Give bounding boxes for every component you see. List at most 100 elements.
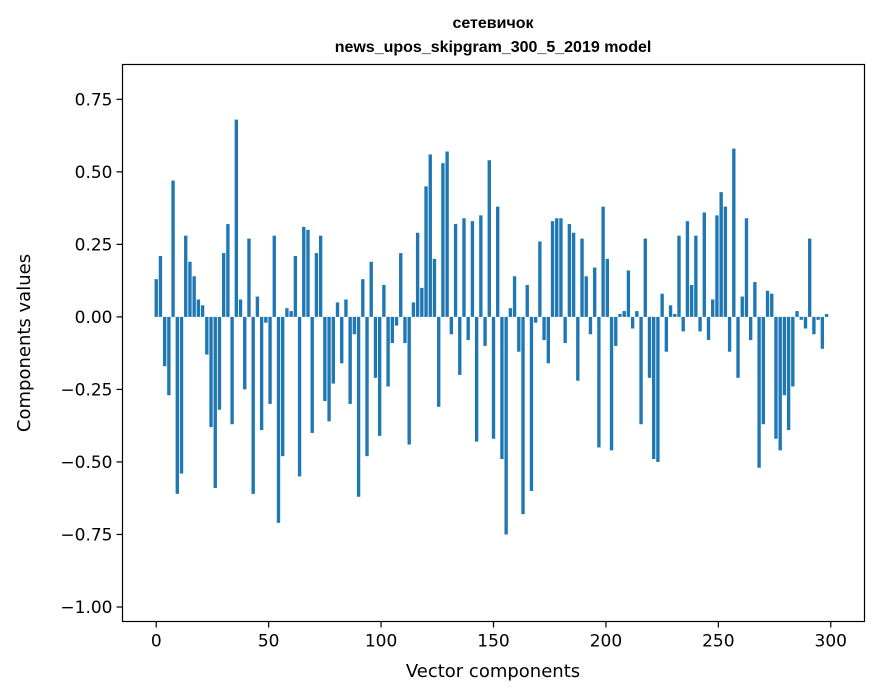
bar xyxy=(782,316,787,396)
bar xyxy=(719,192,723,317)
bar xyxy=(382,284,386,317)
bar xyxy=(732,148,736,317)
bar xyxy=(626,270,631,317)
bar xyxy=(318,235,323,317)
bar xyxy=(803,316,808,329)
bar xyxy=(200,305,205,317)
bar xyxy=(588,316,593,335)
bar xyxy=(222,253,226,317)
bar xyxy=(356,316,361,497)
bar xyxy=(774,316,778,439)
bar xyxy=(209,316,213,428)
bar xyxy=(770,293,774,317)
bar xyxy=(259,316,264,431)
bar xyxy=(715,215,719,317)
bar xyxy=(736,316,740,378)
bar xyxy=(525,284,529,317)
bar xyxy=(213,316,217,489)
bar xyxy=(630,316,635,329)
x-tick-label: 0 xyxy=(151,632,162,652)
bar xyxy=(546,316,550,364)
bar xyxy=(487,160,491,317)
bar xyxy=(580,238,584,317)
bar xyxy=(508,308,513,317)
bar xyxy=(297,316,302,477)
bar xyxy=(251,316,255,494)
bar xyxy=(424,186,428,317)
bar xyxy=(559,218,563,317)
bar xyxy=(812,316,816,335)
bar xyxy=(243,316,247,390)
bar xyxy=(276,316,281,523)
bar xyxy=(555,218,559,317)
bar xyxy=(306,229,310,317)
bar xyxy=(808,238,812,317)
bar xyxy=(272,235,276,317)
bar xyxy=(192,276,196,317)
bar xyxy=(167,316,171,396)
bar xyxy=(289,311,293,317)
bar xyxy=(483,316,487,346)
bar xyxy=(281,316,285,457)
bar xyxy=(791,316,795,387)
bar xyxy=(694,235,698,317)
bar xyxy=(154,279,158,317)
bar xyxy=(706,316,711,341)
bar xyxy=(415,232,420,317)
bar xyxy=(529,316,534,491)
y-tick-label: −0.75 xyxy=(60,525,112,545)
bar xyxy=(533,316,538,323)
bar xyxy=(411,302,416,317)
bar xyxy=(348,316,352,404)
bar xyxy=(786,316,791,431)
bar xyxy=(639,316,643,425)
bar xyxy=(702,212,706,317)
bar xyxy=(238,299,243,317)
bar xyxy=(496,206,500,317)
bar xyxy=(340,316,344,364)
bar xyxy=(563,316,567,343)
bar xyxy=(462,218,466,317)
bar xyxy=(399,253,403,317)
bar xyxy=(310,316,314,433)
bar xyxy=(327,316,331,422)
y-axis-label: Components values xyxy=(14,254,35,432)
bar xyxy=(643,238,647,317)
plot-area-frame xyxy=(121,63,866,623)
bar xyxy=(622,311,626,317)
bar xyxy=(158,255,163,317)
bar xyxy=(441,163,445,317)
bar xyxy=(369,261,373,317)
bar xyxy=(820,316,825,349)
bar xyxy=(681,316,685,332)
bar xyxy=(352,316,357,335)
bar xyxy=(323,316,327,402)
bar xyxy=(542,316,546,341)
y-tick-label: 0.00 xyxy=(75,308,113,328)
bar xyxy=(184,235,188,317)
bar xyxy=(584,276,588,317)
bar xyxy=(247,238,251,317)
y-tick-label: −0.50 xyxy=(60,453,112,473)
bar xyxy=(500,316,504,460)
bar xyxy=(453,224,458,317)
bar xyxy=(550,221,555,317)
bar xyxy=(673,313,677,317)
bar xyxy=(470,221,475,317)
bar xyxy=(711,299,715,317)
bar xyxy=(407,316,411,445)
bar xyxy=(761,316,765,425)
y-tick-label: −0.25 xyxy=(60,380,112,400)
bar xyxy=(652,316,656,460)
bar xyxy=(226,224,230,317)
bars-group xyxy=(154,119,829,535)
bar xyxy=(377,316,382,436)
bar xyxy=(765,290,770,317)
bar xyxy=(390,316,394,343)
bar xyxy=(449,316,454,335)
x-tick-label: 150 xyxy=(477,632,509,652)
bar xyxy=(361,279,365,317)
chart-title-line1: сетевичок xyxy=(452,15,534,32)
